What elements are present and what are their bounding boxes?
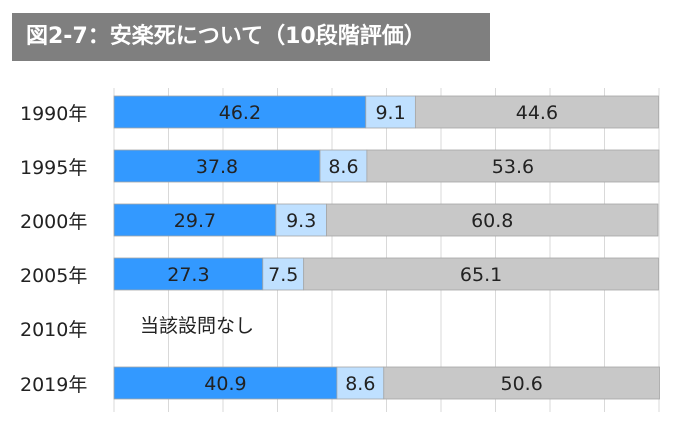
data-label: 7.5 (268, 264, 298, 286)
bar-segment (366, 149, 660, 183)
bar-segment (113, 149, 321, 183)
category-label: 1990年 (20, 103, 87, 125)
chart-title: 図2-7：安楽死について（10段階評価） (26, 24, 426, 49)
bar-segment (365, 95, 416, 129)
bar-segment (303, 257, 659, 291)
data-label: 29.7 (174, 210, 216, 232)
category-label: 2000年 (20, 211, 87, 233)
category-label: 2019年 (20, 374, 87, 396)
data-label: 46.2 (219, 102, 261, 124)
data-label: 8.6 (345, 373, 375, 395)
data-label: 9.3 (286, 210, 316, 232)
bar-segment (113, 257, 264, 291)
data-label: 37.8 (196, 156, 238, 178)
bar-segment (113, 366, 338, 400)
category-label: 2010年 (20, 319, 87, 341)
bar-segment (326, 203, 659, 237)
data-label: 27.3 (167, 264, 209, 286)
bar-segment (275, 203, 327, 237)
data-label: 44.6 (516, 102, 558, 124)
bar-segment (414, 95, 659, 129)
data-label: 50.6 (501, 373, 543, 395)
annotation-text: 当該設問なし (140, 315, 254, 337)
category-label: 1995年 (20, 157, 87, 179)
data-label: 9.1 (375, 102, 405, 124)
bar-segment (113, 95, 367, 129)
data-label: 60.8 (471, 210, 513, 232)
data-label: 8.6 (328, 156, 358, 178)
bar-segment (383, 366, 660, 400)
data-label: 65.1 (460, 264, 502, 286)
bar-segment (336, 366, 385, 400)
chart-title-bar: 図2-7：安楽死について（10段階評価） (12, 13, 490, 61)
data-label: 53.6 (492, 156, 534, 178)
category-label: 2005年 (20, 265, 87, 287)
data-label: 40.9 (204, 373, 246, 395)
